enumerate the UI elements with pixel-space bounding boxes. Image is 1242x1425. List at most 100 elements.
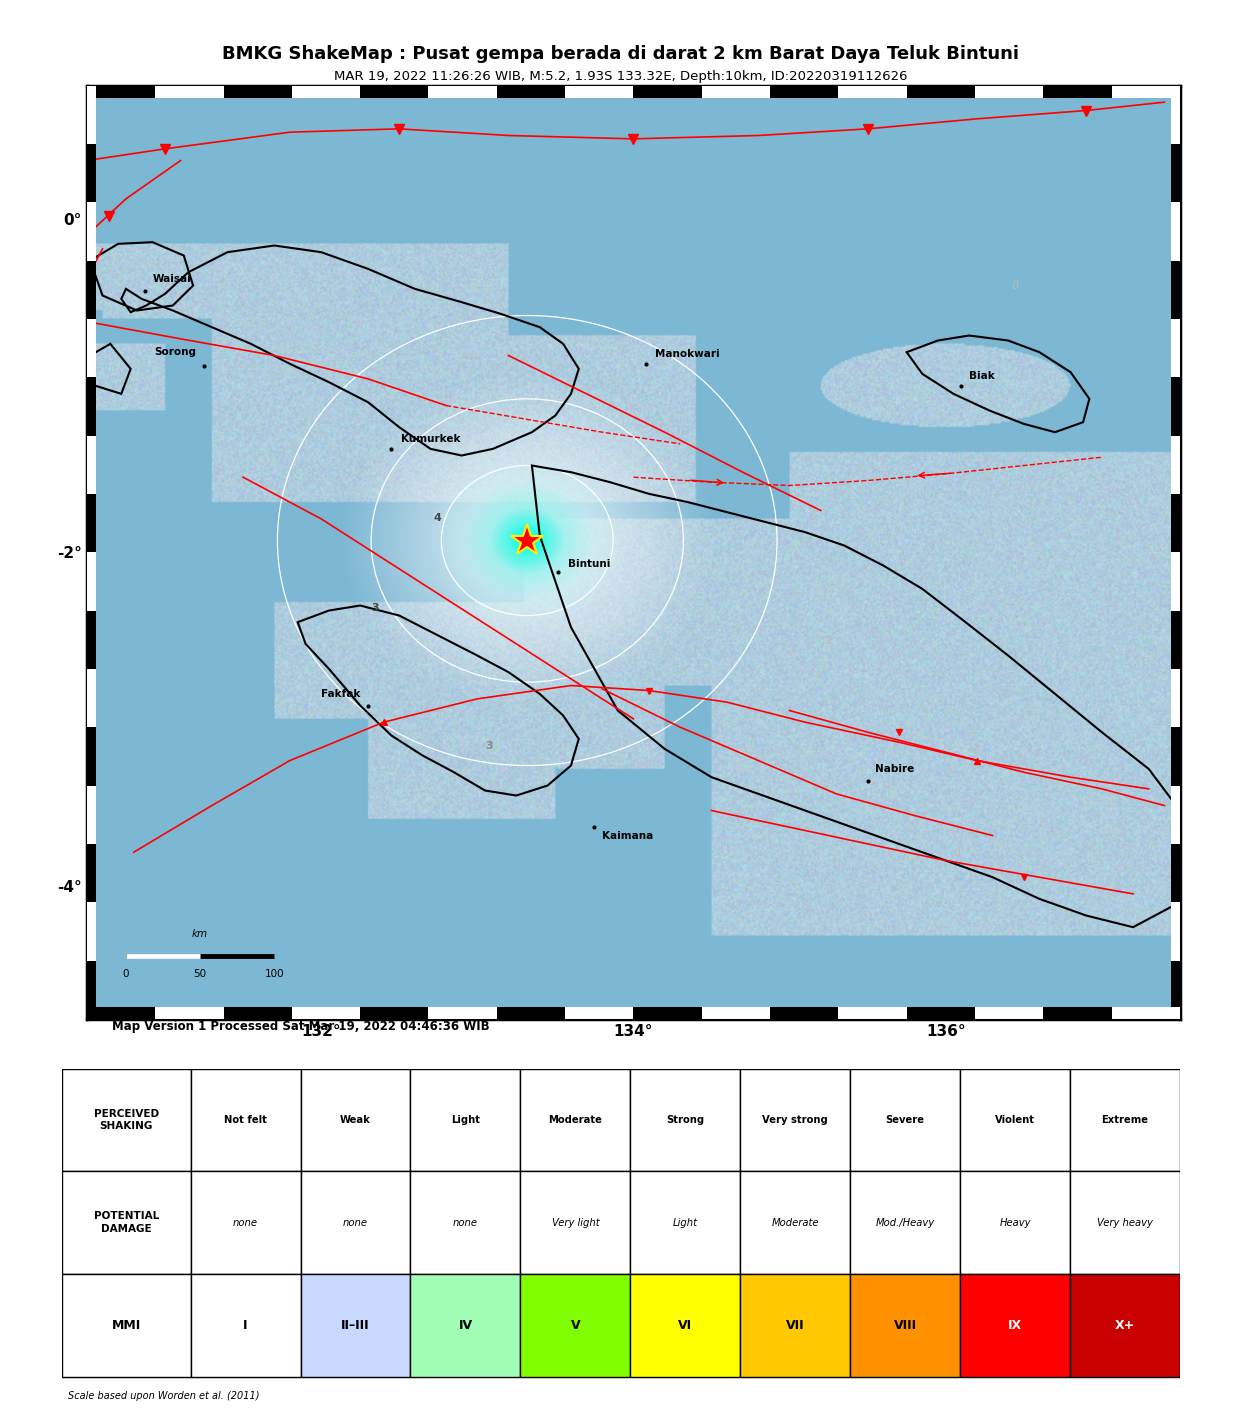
Text: 100: 100 [265, 969, 284, 979]
Text: Mod./Heavy: Mod./Heavy [876, 1217, 935, 1228]
Bar [87, 960, 96, 1019]
Bar [1171, 86, 1180, 144]
Bar [62, 1069, 191, 1171]
Text: Strong: Strong [666, 1114, 704, 1126]
Text: PERCEIVED
SHAKING: PERCEIVED SHAKING [94, 1109, 159, 1131]
Text: Manokwari: Manokwari [656, 349, 720, 359]
Text: Fakfak: Fakfak [320, 688, 360, 698]
Bar [565, 1006, 633, 1019]
Text: POTENTIAL
DAMAGE: POTENTIAL DAMAGE [93, 1211, 159, 1234]
Bar [301, 1274, 410, 1377]
Bar [87, 378, 96, 436]
Bar [631, 1171, 740, 1274]
Bar [770, 1006, 838, 1019]
Text: Sorong: Sorong [154, 348, 196, 358]
Text: V: V [570, 1318, 580, 1332]
Text: 3: 3 [486, 741, 493, 751]
Bar [1171, 436, 1180, 494]
Bar [907, 1006, 975, 1019]
Text: VIII: VIII [893, 1318, 917, 1332]
Bar [851, 1171, 960, 1274]
Bar [1171, 378, 1180, 436]
Text: 3: 3 [371, 603, 379, 613]
Text: Waisai: Waisai [153, 274, 191, 284]
Text: 0: 0 [123, 969, 129, 979]
Text: Not felt: Not felt [224, 1114, 267, 1126]
Bar [702, 86, 770, 98]
Bar [1171, 494, 1180, 553]
Text: Moderate: Moderate [549, 1114, 602, 1126]
Text: MAR 19, 2022 11:26:26 WIB, M:5.2, 1.93S 133.32E, Depth:10km, ID:20220319112626: MAR 19, 2022 11:26:26 WIB, M:5.2, 1.93S … [334, 70, 908, 84]
Text: II–III: II–III [342, 1318, 370, 1332]
Text: Very heavy: Very heavy [1097, 1217, 1153, 1228]
Text: MMI: MMI [112, 1318, 142, 1332]
Bar [633, 1006, 702, 1019]
Bar [631, 1274, 740, 1377]
Text: km: km [193, 929, 209, 939]
Text: Very light: Very light [551, 1217, 599, 1228]
Bar [497, 1006, 565, 1019]
Bar [631, 1069, 740, 1171]
Bar [87, 610, 96, 668]
Bar [1171, 960, 1180, 1019]
Bar [975, 1006, 1043, 1019]
Text: BMKG ShakeMap : Pusat gempa berada di darat 2 km Barat Daya Teluk Bintuni: BMKG ShakeMap : Pusat gempa berada di da… [222, 46, 1020, 63]
Bar [520, 1171, 631, 1274]
Text: 0: 0 [954, 848, 960, 858]
Text: 2: 2 [287, 348, 294, 358]
Bar [87, 668, 96, 727]
Text: Scale based upon Worden et al. (2011): Scale based upon Worden et al. (2011) [68, 1391, 260, 1401]
Text: Kaimana: Kaimana [602, 831, 653, 841]
Text: none: none [343, 1217, 368, 1228]
Text: VI: VI [678, 1318, 692, 1332]
Text: Nabire: Nabire [876, 764, 914, 774]
Bar [1071, 1069, 1180, 1171]
Bar [907, 86, 975, 98]
Bar [191, 1069, 301, 1171]
Text: Very strong: Very strong [763, 1114, 828, 1126]
Text: Heavy: Heavy [1000, 1217, 1031, 1228]
Text: X+: X+ [1115, 1318, 1135, 1332]
Bar [87, 144, 96, 202]
Bar [740, 1274, 851, 1377]
Text: Moderate: Moderate [771, 1217, 818, 1228]
Bar [87, 727, 96, 785]
Bar [1171, 844, 1180, 902]
Text: Extreme: Extreme [1102, 1114, 1149, 1126]
Text: Light: Light [673, 1217, 698, 1228]
Text: Severe: Severe [886, 1114, 924, 1126]
Bar [851, 1274, 960, 1377]
Bar [410, 1069, 520, 1171]
Bar [292, 1006, 360, 1019]
Text: 2: 2 [823, 636, 831, 646]
Text: Violent: Violent [995, 1114, 1035, 1126]
Bar [87, 553, 96, 610]
Bar [360, 1006, 428, 1019]
Bar [87, 494, 96, 553]
Text: VII: VII [786, 1318, 805, 1332]
Bar [87, 1006, 155, 1019]
Text: Kumurkek: Kumurkek [401, 433, 461, 443]
Bar [1171, 610, 1180, 668]
Bar [1171, 202, 1180, 261]
Bar [155, 86, 224, 98]
Text: 4: 4 [433, 513, 441, 523]
Bar [87, 844, 96, 902]
Bar [770, 86, 838, 98]
Text: Light: Light [451, 1114, 479, 1126]
Bar [428, 86, 497, 98]
Bar [410, 1274, 520, 1377]
Bar [1171, 668, 1180, 727]
Bar [1071, 1171, 1180, 1274]
Bar [301, 1069, 410, 1171]
Bar [975, 86, 1043, 98]
Bar [87, 319, 96, 378]
Bar [960, 1069, 1071, 1171]
Bar [838, 86, 907, 98]
Bar [87, 436, 96, 494]
Bar [740, 1069, 851, 1171]
Bar [87, 202, 96, 261]
Bar [1171, 319, 1180, 378]
Text: IV: IV [458, 1318, 472, 1332]
Bar [62, 1171, 191, 1274]
